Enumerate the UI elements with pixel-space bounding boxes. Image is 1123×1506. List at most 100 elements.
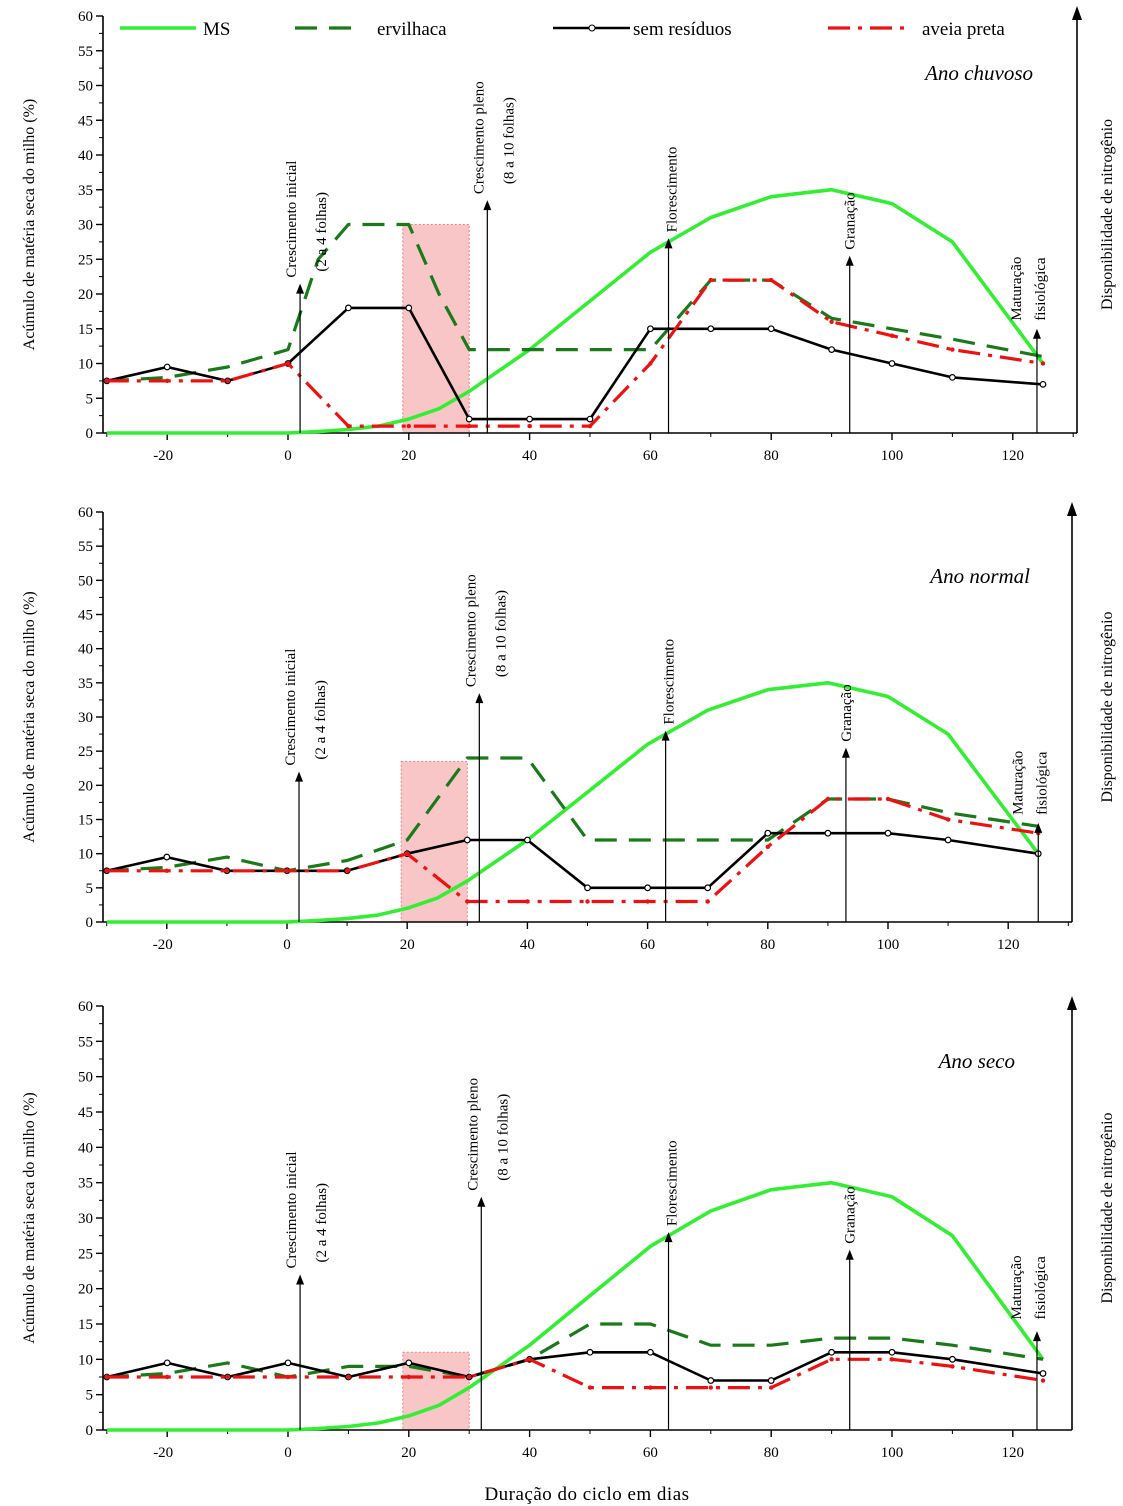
y-tick-label: 10 <box>78 357 93 373</box>
data-point <box>524 836 531 844</box>
annotation-florescimento: Florescimento <box>665 147 681 233</box>
chart-panel-1: 0 5 10 15 20 25 30 35 40 45 50 55 60 -20 0 20 40 60 80 100 1… <box>21 6 1116 464</box>
series-line-ervilhaca <box>106 1322 1044 1379</box>
series-line-sem-residuos <box>106 1351 1044 1382</box>
y-tick-label: 40 <box>78 1140 93 1156</box>
y-axis-title: Acúmulo de matéria seca do milho (%) <box>21 1092 38 1343</box>
x-tick-label: 40 <box>522 1445 537 1461</box>
stage-arrowhead <box>664 1232 673 1243</box>
data-point <box>708 1385 713 1390</box>
stage-arrowhead <box>295 771 304 782</box>
x-tick-label: 80 <box>760 937 775 953</box>
data-point <box>824 829 832 837</box>
annotation-maturacao-fisiologica: fisiológica <box>1033 1256 1049 1320</box>
data-point <box>584 884 591 892</box>
data-point <box>949 374 956 381</box>
stage-arrowhead <box>1034 822 1043 833</box>
y-tick-label: 45 <box>78 113 93 129</box>
y-tick-label: 30 <box>78 1211 93 1227</box>
y-tick-label: 55 <box>78 539 93 555</box>
y-tick-label: 60 <box>78 9 93 25</box>
data-point <box>829 1357 834 1362</box>
data-point <box>769 1385 774 1390</box>
x-tick-label: -20 <box>153 937 173 953</box>
series-line-aveia-preta <box>106 278 1044 428</box>
annotation-crescimento-pleno-folhas: (8 a 10 folhas) <box>493 590 509 677</box>
y-tick-label: 5 <box>86 1388 94 1404</box>
y-tick-label: 55 <box>78 44 93 60</box>
x-tick-label: 120 <box>1002 1445 1025 1461</box>
y-tick-label: 60 <box>78 999 93 1015</box>
data-point <box>165 1374 170 1380</box>
y-tick-label: 20 <box>78 287 93 303</box>
data-point <box>764 829 772 837</box>
y-tick-label: 45 <box>78 1105 93 1121</box>
panel-title: Ano chuvoso <box>923 61 1033 85</box>
data-point <box>765 844 770 850</box>
axes: 0 5 10 15 20 25 30 35 40 45 50 55 60 -20 0 20 40 60 80 100 1… <box>78 999 1072 1461</box>
series-line-sem-residuos <box>106 306 1044 421</box>
stage-arrowhead <box>1032 328 1041 339</box>
stage-arrowhead <box>475 693 484 704</box>
x-tick-label: -20 <box>153 448 173 464</box>
x-tick-label: 40 <box>520 937 535 953</box>
data-point <box>104 868 109 873</box>
data-point <box>406 1374 411 1380</box>
data-point <box>527 423 532 429</box>
legend-label-ms: MS <box>203 19 230 40</box>
data-point <box>285 1374 291 1380</box>
data-point <box>587 423 593 429</box>
panel-title: Ano seco <box>937 1049 1015 1073</box>
y-tick-label: 15 <box>78 322 93 338</box>
data-point <box>708 277 713 283</box>
annotation-crescimento-pleno: Crescimento pleno <box>465 1078 481 1191</box>
data-point <box>224 868 230 873</box>
series-line-ervilhaca <box>106 222 1044 383</box>
data-point <box>950 1364 955 1369</box>
x-tick-label: 100 <box>881 448 904 464</box>
stage-arrowhead <box>483 200 492 211</box>
y-tick-label: 60 <box>78 505 93 521</box>
annotation-crescimento-inicial: Crescimento inicial <box>283 649 299 766</box>
y-tick-label: 5 <box>86 881 94 897</box>
data-point <box>767 325 775 333</box>
annotation-crescimento-inicial-folhas: (2 a 4 folhas) <box>314 1183 330 1263</box>
x-tick-label: -20 <box>153 1445 173 1461</box>
x-tick-label: 0 <box>284 448 292 464</box>
data-point <box>284 868 290 873</box>
legend-label-sem-residuos: sem resíduos <box>633 19 732 40</box>
legend-label-aveia-preta: aveia preta <box>922 19 1005 40</box>
data-point <box>527 1357 532 1362</box>
x-tick-label: 120 <box>997 937 1020 953</box>
data-point <box>950 347 955 352</box>
x-tick-label: 60 <box>643 1445 658 1461</box>
y-tick-label: 50 <box>78 1070 93 1086</box>
data-point <box>944 836 952 844</box>
data-point <box>828 346 835 354</box>
annotation-crescimento-pleno-folhas: (8 a 10 folhas) <box>495 1094 511 1181</box>
chart-panel-2: 0 5 10 15 20 25 30 35 40 45 50 55 60 -20 0 20 40 60 80 100 1… <box>21 502 1116 953</box>
x-tick-label: 0 <box>283 937 291 953</box>
y-tick-label: 25 <box>78 1246 93 1262</box>
data-point <box>1039 380 1047 388</box>
data-point <box>285 361 291 366</box>
annotation-granacao: Granação <box>843 1186 859 1243</box>
data-point <box>767 1377 775 1384</box>
y-tick-label: 50 <box>78 573 93 589</box>
annotation-maturacao-fisiologica: fisiológica <box>1034 751 1050 815</box>
y-tick-label: 10 <box>78 847 93 863</box>
annotation-florescimento: Florescimento <box>665 1140 681 1226</box>
nitrogen-axis-title: Disponibilidade de nitrogênio <box>1099 119 1116 310</box>
axes: 0 5 10 15 20 25 30 35 40 45 50 55 60 -20 0 20 40 60 80 100 1… <box>78 505 1072 953</box>
data-point <box>465 415 473 423</box>
x-tick-label: 20 <box>401 1445 416 1461</box>
data-point <box>406 423 411 429</box>
annotation-maturacao: Maturação <box>1009 1255 1025 1319</box>
y-axis-title: Acúmulo de matéria seca do milho (%) <box>21 591 38 842</box>
data-point <box>225 378 230 384</box>
stage-arrowhead <box>661 730 670 741</box>
y-tick-label: 25 <box>78 744 93 760</box>
data-point <box>829 319 834 324</box>
data-point <box>647 1348 654 1356</box>
data-point <box>885 796 891 802</box>
